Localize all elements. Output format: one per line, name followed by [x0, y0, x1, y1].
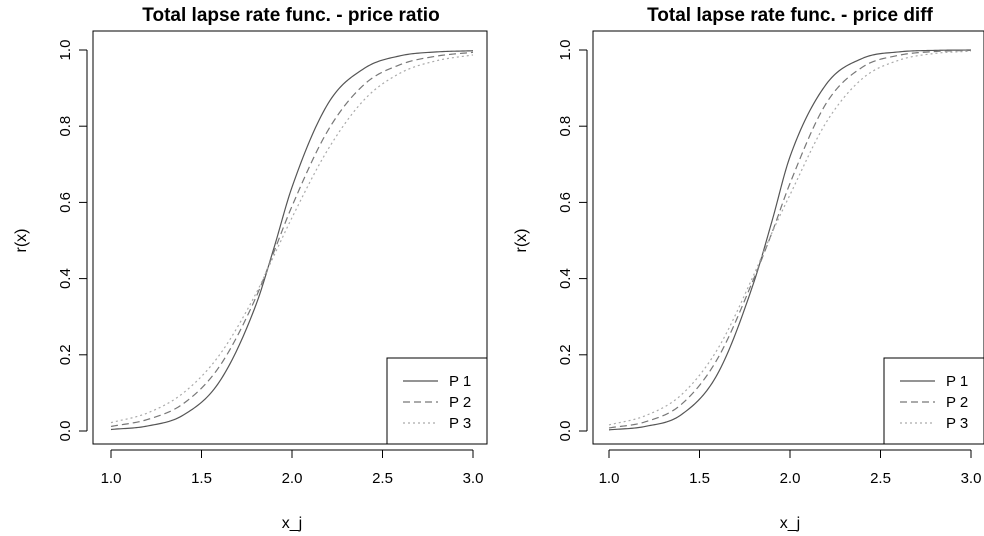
y-axis-label: r(x) — [13, 229, 30, 253]
x-tick-label: 1.5 — [689, 470, 710, 487]
legend-label-p1: P 1 — [946, 373, 968, 390]
series-line-p1 — [110, 50, 474, 431]
series-line-p3 — [110, 54, 474, 424]
chart-panel-2: Total lapse rate func. - price diff 1.0 1.… — [513, 5, 984, 532]
legend-label-p2: P 2 — [449, 394, 471, 411]
x-tick-label: 2.0 — [780, 470, 801, 487]
x-tick-label: 2.5 — [870, 470, 891, 487]
legend-box — [883, 357, 984, 445]
y-tick-label: 0.6 — [57, 192, 74, 213]
y-axis-label: r(x) — [513, 229, 530, 253]
legend: P 1 P 2 P 3 — [883, 357, 984, 445]
series-line-p1 — [608, 49, 972, 431]
legend-label-p1: P 1 — [449, 373, 471, 390]
legend: P 1 P 2 P 3 — [386, 357, 488, 445]
x-axis-label: x_j — [780, 515, 800, 532]
legend-label-p3: P 3 — [946, 415, 968, 432]
y-tick-label: 0.2 — [557, 344, 574, 365]
series-line-p3 — [608, 50, 972, 426]
y-tick-label: 0.6 — [557, 192, 574, 213]
x-tick-label: 1.5 — [191, 470, 212, 487]
x-tick-label: 1.0 — [599, 470, 620, 487]
x-tick-label: 2.0 — [282, 470, 303, 487]
y-tick-label: 1.0 — [557, 40, 574, 61]
y-tick-label: 0.8 — [57, 116, 74, 137]
y-tick-label: 0.8 — [557, 116, 574, 137]
legend-label-p2: P 2 — [946, 394, 968, 411]
legend-label-p3: P 3 — [449, 415, 471, 432]
x-tick-label: 3.0 — [961, 470, 982, 487]
y-tick-label: 0.4 — [557, 268, 574, 289]
x-tick-label: 2.5 — [372, 470, 393, 487]
y-tick-label: 0.0 — [57, 421, 74, 442]
y-tick-label: 1.0 — [57, 40, 74, 61]
chart-panel-1: Total lapse rate func. - price ratio 1.0 1… — [13, 5, 488, 532]
y-tick-label: 0.4 — [57, 268, 74, 289]
x-axis-label: x_j — [282, 515, 302, 532]
series-line-p2 — [608, 49, 972, 429]
plot-area-border — [92, 30, 488, 445]
series-line-p2 — [110, 51, 474, 428]
legend-box — [386, 357, 488, 445]
x-tick-label: 3.0 — [463, 470, 484, 487]
y-tick-label: 0.2 — [57, 344, 74, 365]
chart-title: Total lapse rate func. - price ratio — [142, 5, 439, 26]
x-tick-label: 1.0 — [101, 470, 122, 487]
plot-area-border — [592, 30, 984, 445]
chart-title: Total lapse rate func. - price diff — [647, 5, 933, 26]
y-tick-label: 0.0 — [557, 421, 574, 442]
